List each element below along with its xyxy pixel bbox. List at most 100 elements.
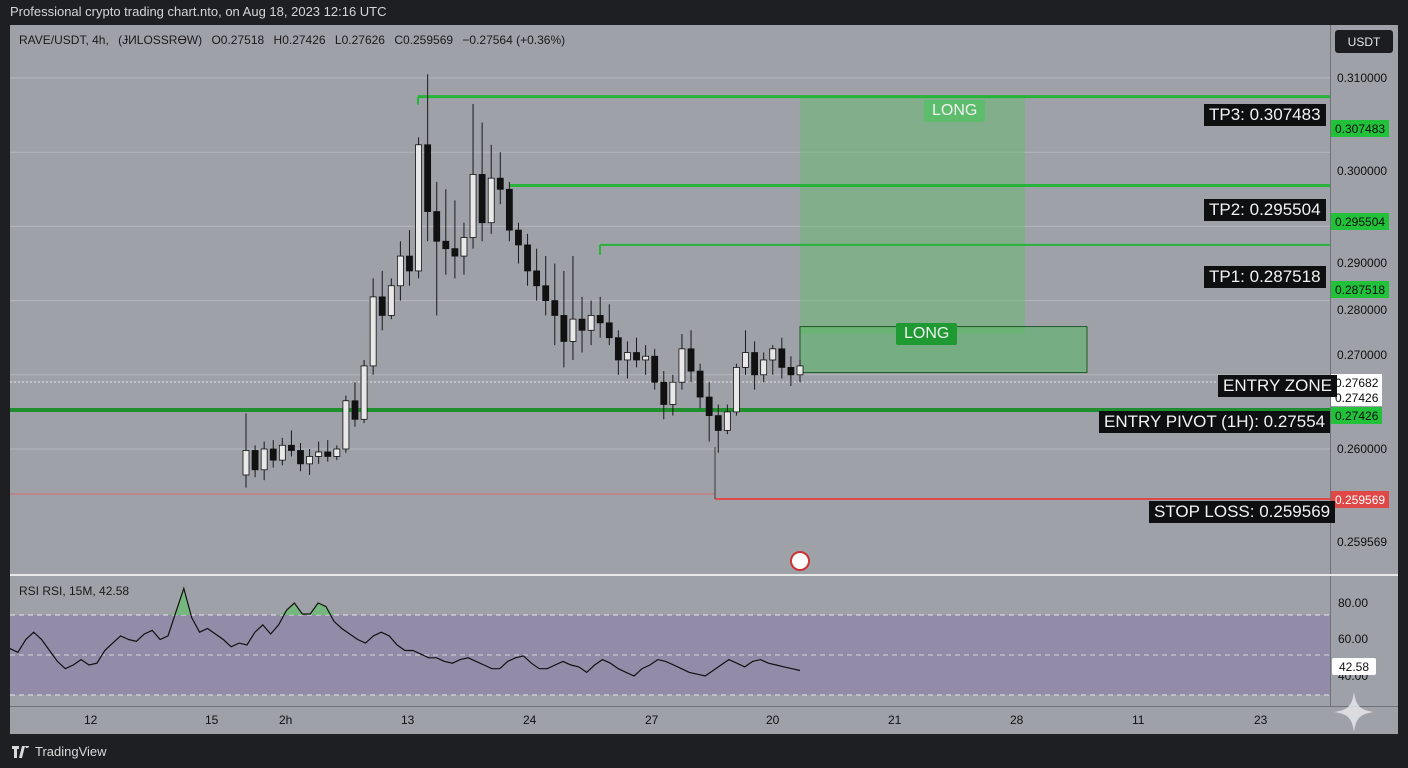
tp1-price-flag: 0.287518	[1331, 281, 1390, 298]
tradingview-brand: TradingView	[35, 744, 107, 759]
price-tick: 0.260000	[1337, 442, 1388, 456]
candle-body	[442, 240, 450, 250]
time-tick: 13	[401, 713, 415, 727]
candle-body	[242, 450, 250, 476]
candle-body	[406, 255, 413, 272]
price-axis[interactable]	[1330, 25, 1398, 706]
time-tick: 2h	[279, 713, 293, 727]
sparkle-icon[interactable]	[1330, 688, 1378, 736]
candle-body	[460, 237, 468, 257]
ohlc-change: −0.27564 (+0.36%)	[462, 33, 566, 47]
rsi-tick: 80.00	[1338, 596, 1369, 610]
entry-zone-label[interactable]: ENTRY ZONE	[1218, 375, 1337, 397]
candle-body	[605, 322, 613, 339]
candle-body	[297, 450, 304, 465]
candle-body	[751, 352, 758, 376]
indicator-label: (ɈИLOSSRӨW)	[118, 33, 203, 47]
time-tick: 11	[1132, 713, 1145, 727]
candle-body	[351, 400, 359, 420]
candle-body	[496, 177, 504, 190]
rsi-line	[9, 586, 801, 677]
candle-body	[524, 244, 531, 272]
current-high-flag: 0.27682	[1331, 374, 1383, 391]
candle-body	[360, 365, 368, 420]
candle-body	[251, 450, 259, 471]
time-tick: 23	[1254, 713, 1268, 727]
stop-price-flag: 0.259569	[1331, 491, 1390, 508]
candle-body	[378, 296, 386, 316]
price-tick: 0.300000	[1337, 164, 1388, 178]
candle-body	[533, 270, 541, 287]
pivot-price-flag: 0.27426	[1331, 407, 1383, 424]
candle-body	[342, 400, 350, 450]
candle-body	[714, 415, 722, 431]
candle-body	[624, 352, 631, 361]
candle-body	[487, 177, 495, 224]
long-badge-top[interactable]: LONG	[924, 100, 986, 122]
candle-body	[578, 318, 586, 331]
time-tick: 12	[84, 713, 98, 727]
tradingview-logo-icon	[12, 745, 29, 758]
candle-body	[660, 381, 668, 405]
candle-body	[515, 229, 522, 246]
candle-body	[633, 352, 640, 361]
ohlc-low: L0.27626	[334, 33, 385, 47]
candle-body	[560, 315, 568, 342]
stop-loss-label[interactable]: STOP LOSS: 0.259569	[1149, 501, 1336, 523]
price-tick: 0.259569	[1337, 535, 1388, 549]
price-tick: 0.280000	[1337, 303, 1388, 317]
long-target-zone	[800, 96, 1025, 334]
candle-body	[642, 355, 650, 361]
candle-body	[260, 448, 268, 471]
rsi-indicator-label[interactable]: RSI RSI, 15M, 42.58	[19, 584, 129, 598]
tp3-price-flag: 0.307483	[1331, 120, 1390, 137]
candle-body	[288, 444, 295, 451]
tp1-label[interactable]: TP1: 0.287518	[1204, 266, 1326, 288]
tp2-label[interactable]: TP2: 0.295504	[1204, 199, 1326, 221]
ohlc-high: H0.27426	[273, 33, 326, 47]
candle-body	[324, 451, 332, 457]
time-tick: 28	[1010, 713, 1024, 727]
candle-body	[742, 352, 749, 368]
pane-separator[interactable]	[10, 574, 1398, 576]
currency-button[interactable]: USDT	[1335, 30, 1393, 53]
candle-body	[469, 174, 477, 238]
time-tick: 24	[523, 713, 537, 727]
candle-body	[696, 370, 704, 398]
candle-body	[678, 348, 686, 383]
us-flag-icon[interactable]	[790, 551, 810, 571]
candle-body	[569, 318, 577, 342]
candle-body	[787, 366, 795, 376]
tp3-label[interactable]: TP3: 0.307483	[1204, 104, 1326, 126]
time-tick: 21	[888, 713, 902, 727]
candle-body	[796, 365, 804, 376]
time-tick: 20	[766, 713, 780, 727]
time-axis[interactable]	[10, 706, 1398, 734]
symbol-info-row: RAVE/USDT, 4h, (ɈИLOSSRӨW) O0.27518 H0.2…	[19, 33, 571, 47]
price-tick: 0.270000	[1337, 348, 1388, 362]
candle-body	[596, 315, 604, 324]
candle-body	[505, 188, 513, 231]
candle-body	[769, 348, 777, 361]
candle-body	[415, 144, 422, 272]
price-tick: 0.310000	[1337, 71, 1388, 85]
long-badge-mid[interactable]: LONG	[896, 323, 958, 345]
window-title: Professional crypto trading chart.nto, o…	[10, 4, 387, 19]
candle-body	[278, 444, 286, 461]
candle-body	[587, 315, 595, 331]
price-tick: 0.290000	[1337, 256, 1388, 270]
candle-body	[687, 348, 695, 372]
entry-pivot-label[interactable]: ENTRY PIVOT (1H): 0.27554	[1099, 411, 1331, 433]
ohlc-open: O0.27518	[211, 33, 265, 47]
candle-body	[542, 285, 550, 302]
candle-body	[424, 144, 432, 212]
tradingview-logo[interactable]: TradingView	[12, 744, 107, 759]
symbol-name[interactable]: RAVE/USDT, 4h,	[19, 33, 109, 47]
rsi-value-flag: 42.58	[1332, 658, 1376, 675]
candle-body	[478, 174, 486, 224]
price-chart-pane[interactable]	[10, 25, 1330, 575]
candle-body	[433, 211, 441, 242]
candle-body	[306, 456, 313, 465]
